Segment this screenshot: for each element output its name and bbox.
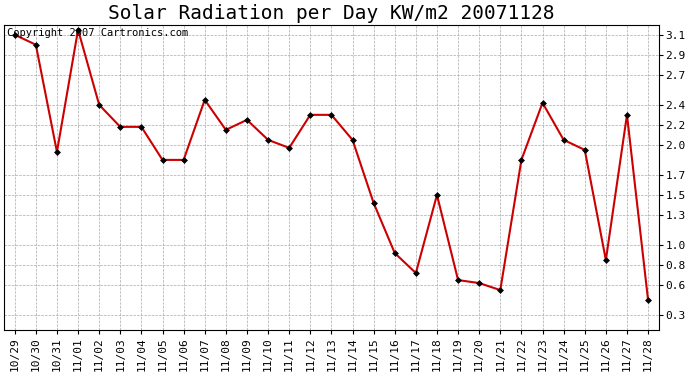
Text: Copyright 2007 Cartronics.com: Copyright 2007 Cartronics.com: [8, 28, 188, 38]
Title: Solar Radiation per Day KW/m2 20071128: Solar Radiation per Day KW/m2 20071128: [108, 4, 555, 23]
